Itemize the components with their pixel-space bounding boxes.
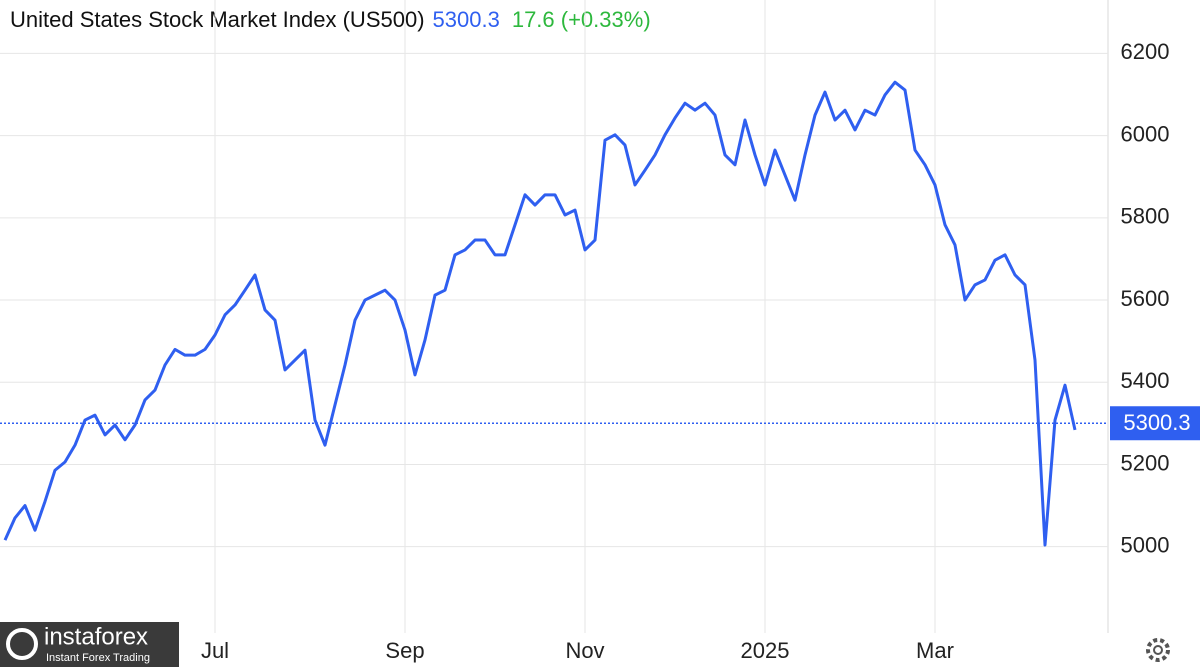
x-tick-label: Mar — [916, 638, 954, 663]
logo-icon — [6, 628, 38, 660]
logo: instaforex Instant Forex Trading — [0, 622, 179, 667]
x-tick-label: 2025 — [741, 638, 790, 663]
last-value-box — [1110, 406, 1200, 441]
y-tick-label: 5800 — [1121, 204, 1170, 229]
x-tick-label: Nov — [565, 638, 604, 663]
chart-title: United States Stock Market Index (US500)… — [10, 7, 651, 32]
last-value-label: 5300.3 — [1123, 410, 1190, 435]
logo-tagline: Instant Forex Trading — [46, 652, 150, 664]
y-tick-label: 6000 — [1121, 121, 1170, 146]
x-tick-label: Sep — [385, 638, 424, 663]
y-tick-label: 5000 — [1121, 532, 1170, 557]
y-tick-label: 5600 — [1121, 286, 1170, 311]
change: 17.6 (+0.33%) — [512, 7, 651, 32]
last-value: 5300.3 — [433, 7, 500, 32]
logo-brand: instaforex — [44, 623, 148, 650]
gear-teeth[interactable] — [1146, 638, 1170, 662]
gear-hub[interactable] — [1153, 645, 1163, 655]
logo-box — [0, 622, 179, 667]
title-text: United States Stock Market Index (US500) — [10, 7, 425, 32]
settings-icon[interactable] — [1146, 638, 1170, 662]
x-tick-label: Jul — [201, 638, 229, 663]
line-series — [3, 80, 1077, 547]
y-tick-label: 5400 — [1121, 368, 1170, 393]
y-tick-label: 5200 — [1121, 450, 1170, 475]
y-tick-label: 6200 — [1121, 39, 1170, 64]
